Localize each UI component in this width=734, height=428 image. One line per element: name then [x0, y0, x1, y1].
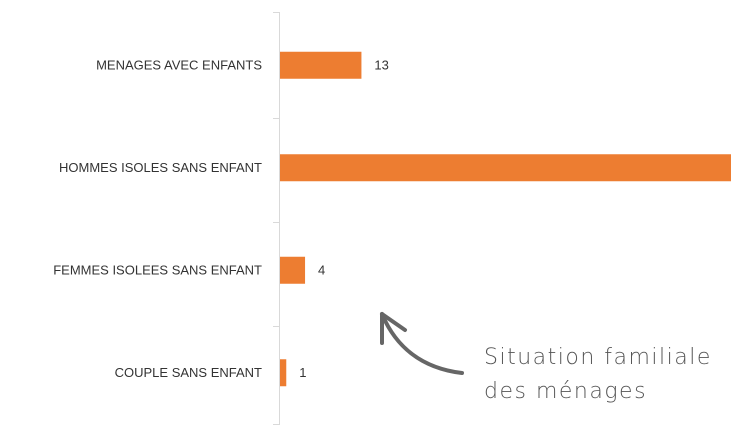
- category-label: MENAGES AVEC ENFANTS: [96, 58, 262, 73]
- value-label: 1: [299, 365, 306, 380]
- annotation: des ménages: [484, 379, 647, 404]
- value-label: 4: [318, 263, 325, 278]
- axis: [273, 12, 280, 425]
- bar: [280, 256, 306, 284]
- bar: [280, 154, 731, 182]
- annotation-arrow: [380, 312, 464, 375]
- bar: [280, 51, 362, 79]
- annotation-arrowhead: [380, 312, 407, 345]
- value-label: 13: [374, 58, 388, 73]
- category-label: HOMMES ISOLES SANS ENFANT: [59, 160, 262, 175]
- category-label: FEMMES ISOLEES SANS ENFANT: [53, 263, 262, 278]
- bar: [280, 359, 287, 387]
- category-label: COUPLE SANS ENFANT: [115, 365, 262, 380]
- annotation: Situation familiale: [484, 345, 712, 370]
